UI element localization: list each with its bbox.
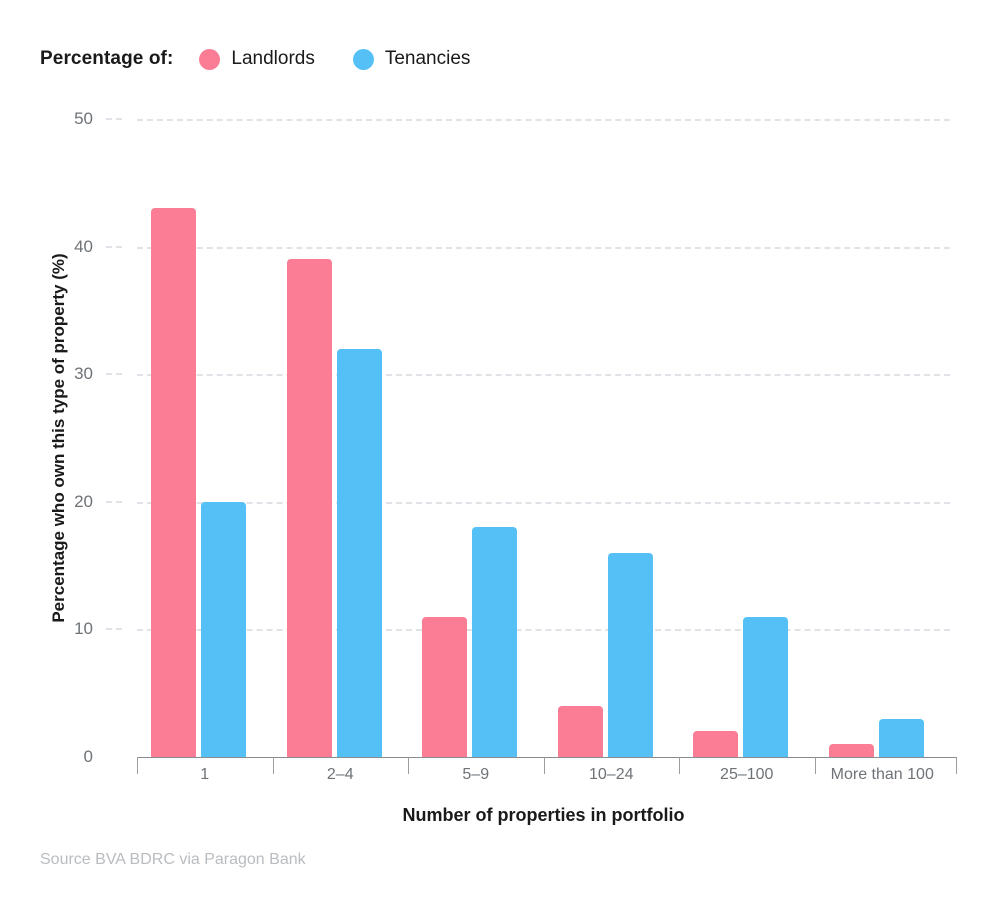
y-axis-tick-label: 30	[74, 364, 93, 384]
legend-label-landlords: Landlords	[231, 48, 315, 69]
x-axis-category-label: More than 100	[830, 766, 934, 783]
x-axis-tick	[408, 757, 409, 774]
gridline	[137, 246, 950, 249]
legend-label-tenancies: Tenancies	[384, 48, 471, 69]
y-axis-tick	[106, 245, 122, 248]
y-axis-title: Percentage who own this type of property…	[49, 253, 68, 623]
x-axis-tick	[272, 757, 274, 774]
bar-tenancies-0[interactable]	[201, 501, 247, 757]
gridline	[137, 501, 950, 504]
legend-swatch-landlords	[199, 48, 221, 70]
x-axis-line	[137, 757, 956, 758]
source-caption: Source BVA BDRC via Paragon Bank	[40, 851, 306, 868]
y-axis-tick	[106, 500, 122, 503]
y-axis-tick-label: 0	[83, 747, 93, 766]
bar-tenancies-5[interactable]	[878, 718, 924, 757]
chart-legend: Percentage of: Landlords Tenancies	[40, 42, 508, 76]
y-axis-tick-label: 50	[74, 109, 93, 128]
bar-landlords-1[interactable]	[286, 259, 332, 757]
x-axis-category-label: 10–24	[589, 766, 634, 783]
plot-area	[137, 119, 950, 757]
x-axis-tick	[679, 757, 680, 774]
bar-tenancies-4[interactable]	[743, 616, 789, 757]
x-axis-category-label: 25–100	[720, 766, 774, 783]
x-axis-tick-end	[956, 757, 957, 774]
bar-tenancies-3[interactable]	[607, 552, 653, 757]
legend-item-landlords: Landlords	[199, 48, 315, 70]
bar-tenancies-1[interactable]	[336, 348, 382, 757]
bar-tenancies-2[interactable]	[472, 527, 518, 757]
bar-series-container	[137, 119, 950, 757]
gridline	[137, 119, 950, 121]
legend-swatch-tenancies	[352, 48, 374, 70]
bar-landlords-2[interactable]	[422, 616, 468, 757]
gridline	[137, 629, 950, 632]
legend-item-tenancies: Tenancies	[352, 48, 471, 70]
y-axis-tick-label: 20	[74, 491, 93, 511]
y-axis-tick	[106, 373, 122, 376]
x-axis-tick	[814, 757, 816, 774]
bar-landlords-3[interactable]	[557, 705, 603, 757]
y-axis-tick	[106, 628, 122, 631]
y-axis-tick	[106, 118, 122, 120]
y-axis-tick-label: 10	[74, 619, 93, 639]
legend-title: Percentage of:	[40, 48, 174, 69]
y-axis-tick-label: 40	[74, 236, 93, 256]
bar-landlords-4[interactable]	[693, 731, 739, 757]
gridline	[137, 374, 950, 377]
x-axis-title: Number of properties in portfolio	[402, 805, 685, 825]
x-axis-category-label: 5–9	[462, 766, 490, 783]
x-axis-tick	[137, 757, 138, 774]
bar-landlords-0[interactable]	[151, 208, 197, 757]
x-axis-category-label: 2–4	[326, 766, 354, 783]
x-axis-tick	[543, 757, 545, 774]
bar-landlords-5[interactable]	[828, 744, 874, 757]
x-axis-category-label: 1	[200, 766, 210, 783]
